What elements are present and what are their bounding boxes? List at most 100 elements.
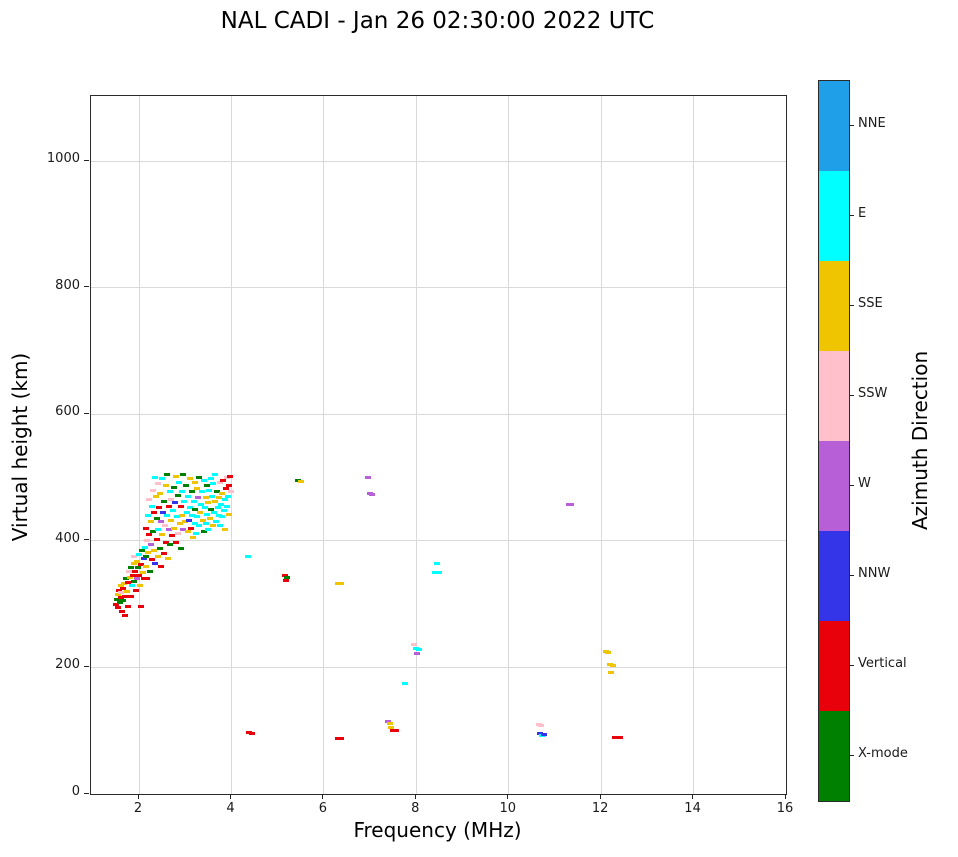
data-point — [540, 733, 547, 736]
x-tick-label: 10 — [499, 801, 516, 816]
colorbar-segment-E — [819, 171, 849, 261]
colorbar-segment-NNE — [819, 81, 849, 171]
colorbar-segment-X-mode — [819, 711, 849, 801]
data-point — [186, 506, 193, 510]
data-point — [201, 506, 208, 510]
data-point — [130, 561, 137, 565]
x-tick-mark — [784, 794, 786, 799]
y-tick-mark — [84, 159, 89, 161]
x-gridline — [138, 96, 140, 794]
data-point — [138, 605, 145, 609]
data-point — [179, 514, 186, 518]
data-point — [163, 514, 170, 518]
data-point — [191, 521, 198, 525]
colorbar-segment-SSW — [819, 351, 849, 441]
data-point — [161, 552, 167, 556]
data-point — [117, 596, 124, 600]
data-point — [197, 502, 204, 506]
data-point — [127, 595, 134, 599]
data-point — [148, 504, 155, 508]
x-gridline — [415, 96, 417, 794]
colorbar-tick — [850, 484, 854, 486]
data-point — [172, 501, 179, 505]
colorbar-category-label: X-mode — [858, 746, 908, 761]
data-point — [123, 577, 130, 581]
data-point — [209, 523, 216, 527]
data-point — [159, 533, 166, 537]
data-point — [190, 500, 197, 504]
data-point — [163, 472, 170, 476]
colorbar-segment-Vertical — [819, 621, 849, 711]
y-tick-label: 600 — [55, 404, 80, 420]
data-point — [136, 553, 143, 557]
data-point — [217, 523, 224, 527]
data-point — [204, 512, 211, 516]
chart-title: NAL CADI - Jan 26 02:30:00 2022 UTC — [220, 8, 655, 34]
y-tick-label: 200 — [55, 657, 80, 673]
data-point — [221, 498, 228, 502]
y-tick-mark — [84, 539, 89, 541]
data-point — [199, 519, 206, 523]
x-tick-label: 4 — [226, 801, 235, 816]
data-point — [170, 485, 177, 489]
data-point — [160, 510, 167, 514]
data-point — [414, 652, 421, 655]
data-point — [436, 571, 443, 574]
data-point — [203, 483, 210, 487]
data-point — [153, 517, 160, 521]
colorbar-tick — [850, 304, 854, 306]
data-point — [154, 482, 161, 486]
data-point — [189, 536, 196, 540]
data-point — [151, 510, 158, 514]
data-point — [165, 504, 172, 508]
colorbar-category-label: NNW — [858, 566, 891, 581]
data-point — [158, 564, 165, 568]
colorbar-tick — [850, 574, 854, 576]
data-point — [139, 571, 146, 574]
data-point — [202, 496, 209, 500]
colorbar-label: Azimuth Direction — [908, 350, 932, 530]
data-point — [248, 731, 255, 735]
data-point — [134, 577, 141, 581]
y-gridline — [91, 666, 786, 668]
data-point — [218, 502, 225, 506]
data-point — [137, 563, 144, 567]
data-point — [195, 496, 202, 500]
data-point — [118, 610, 125, 614]
data-point — [297, 479, 304, 483]
data-point — [187, 526, 194, 530]
data-point — [126, 576, 133, 580]
y-tick-mark — [84, 286, 89, 288]
y-tick-label: 1000 — [46, 151, 80, 167]
data-point — [212, 472, 219, 476]
x-tick-mark — [414, 794, 416, 799]
data-point — [431, 571, 438, 574]
x-tick-mark — [692, 794, 694, 799]
data-point — [122, 595, 129, 599]
colorbar-category-label: E — [858, 206, 867, 221]
data-point — [244, 555, 251, 559]
data-point — [226, 474, 233, 478]
data-point — [151, 476, 158, 480]
data-point — [225, 483, 232, 487]
data-point — [369, 492, 376, 496]
data-point — [206, 488, 213, 492]
data-point — [281, 574, 288, 578]
data-point — [386, 721, 393, 725]
data-point — [120, 599, 127, 603]
data-point — [133, 559, 140, 563]
data-point — [168, 498, 175, 502]
plot-area — [90, 95, 787, 795]
data-point — [112, 602, 119, 606]
data-point — [609, 664, 616, 668]
data-point — [149, 529, 156, 533]
colorbar-segment-SSE — [819, 261, 849, 351]
data-point — [184, 529, 191, 533]
data-point — [411, 643, 417, 647]
data-point — [192, 507, 199, 511]
x-gridline — [323, 96, 325, 794]
data-point — [183, 483, 190, 487]
data-point — [337, 736, 344, 740]
data-point — [203, 521, 210, 525]
data-point — [166, 527, 173, 531]
